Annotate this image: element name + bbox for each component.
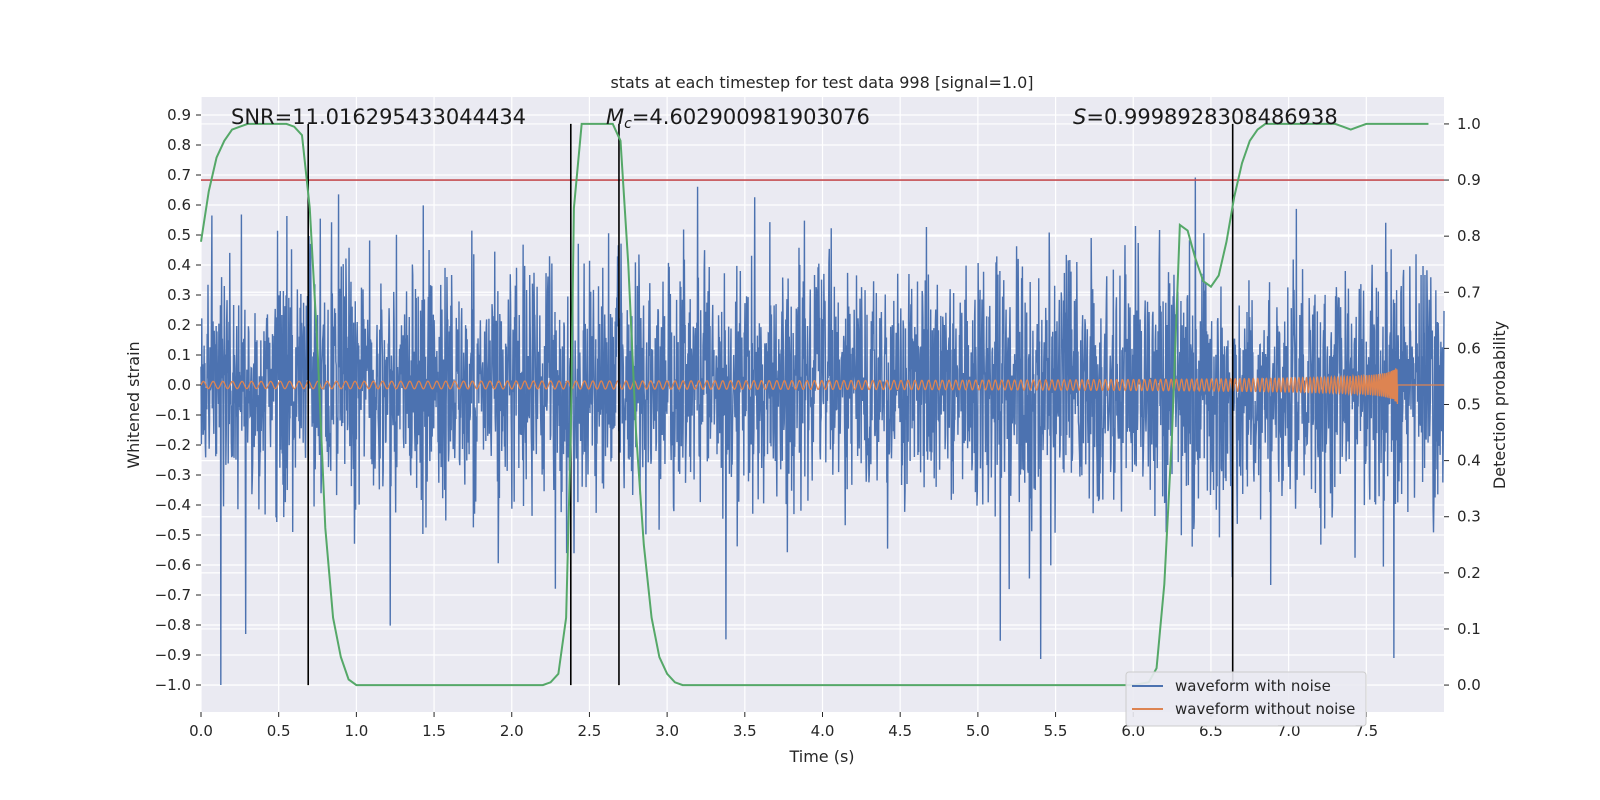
mc-symbol: M xyxy=(606,105,624,129)
y-tick-label-19: −1.0 xyxy=(155,676,191,694)
chart-title: stats at each timestep for test data 998… xyxy=(610,73,1033,92)
s-annotation: S=0.9998928308486938 xyxy=(1073,105,1338,129)
y-tick-label-10: −0.1 xyxy=(155,406,191,424)
y2-tick-label-8: 0.2 xyxy=(1457,564,1481,582)
x-tick-label-6: 3.0 xyxy=(655,722,679,740)
mc-annotation: Mc=4.602900981903076 xyxy=(606,105,870,132)
x-tick-label-2: 1.0 xyxy=(344,722,368,740)
y-tick-label-3: 0.6 xyxy=(167,196,191,214)
y-tick-label-11: −0.2 xyxy=(155,436,191,454)
x-tick-label-0: 0.0 xyxy=(189,722,213,740)
y-tick-label-13: −0.4 xyxy=(155,496,191,514)
s-symbol: S xyxy=(1073,105,1086,129)
x-tick-label-9: 4.5 xyxy=(888,722,912,740)
y2-tick-label-7: 0.3 xyxy=(1457,508,1481,526)
x-tick-label-10: 5.0 xyxy=(966,722,990,740)
y-tick-label-12: −0.3 xyxy=(155,466,191,484)
y2-tick-label-3: 0.7 xyxy=(1457,283,1481,301)
y-tick-label-18: −0.9 xyxy=(155,646,191,664)
y2-tick-label-2: 0.8 xyxy=(1457,227,1481,245)
mc-value: =4.602900981903076 xyxy=(632,105,870,129)
chirp-series-group xyxy=(200,368,1444,405)
y-tick-label-14: −0.5 xyxy=(155,526,191,544)
y2-tick-label-6: 0.4 xyxy=(1457,452,1481,470)
y2-tick-label-0: 1.0 xyxy=(1457,115,1481,133)
x-tick-label-1: 0.5 xyxy=(267,722,291,740)
y-tick-label-2: 0.7 xyxy=(167,166,191,184)
y-axis-label: Whitened strain xyxy=(124,341,143,468)
legend-noise-label: waveform with noise xyxy=(1175,677,1331,695)
y-tick-label-17: −0.8 xyxy=(155,616,191,634)
y2-tick-label-9: 0.1 xyxy=(1457,620,1481,638)
y-tick-label-5: 0.4 xyxy=(167,256,191,274)
y2-axis-label: Detection probability xyxy=(1490,321,1509,489)
axes-text-group: 0.0 0.5 1.0 1.5 2.0 2.5 3.0 3.5 4.0 4.5 5.0 5.5 6.0 6… xyxy=(155,106,1481,740)
y-tick-label-7: 0.2 xyxy=(167,316,191,334)
y-tick-label-9: 0.0 xyxy=(167,376,191,394)
y-tick-label-1: 0.8 xyxy=(167,136,191,154)
x-tick-label-7: 3.5 xyxy=(733,722,757,740)
y2-tick-label-5: 0.5 xyxy=(1457,396,1481,414)
s-value: =0.9998928308486938 xyxy=(1086,105,1337,129)
legend-clean-label: waveform without noise xyxy=(1175,700,1355,718)
y2-tick-label-4: 0.6 xyxy=(1457,339,1481,357)
y-tick-label-4: 0.5 xyxy=(167,226,191,244)
probability-series-group xyxy=(200,122,1429,687)
detection-probability-line xyxy=(200,122,1429,687)
x-tick-label-5: 2.5 xyxy=(578,722,602,740)
x-axis-label: Time (s) xyxy=(788,747,854,766)
x-tick-label-3: 1.5 xyxy=(422,722,446,740)
x-tick-label-4: 2.0 xyxy=(500,722,524,740)
snr-annotation: SNR=11.016295433044434 xyxy=(231,105,526,129)
y-tick-label-8: 0.1 xyxy=(167,346,191,364)
noise-series-group xyxy=(200,177,1445,686)
y2-tick-label-1: 0.9 xyxy=(1457,171,1481,189)
x-tick-label-11: 5.5 xyxy=(1044,722,1068,740)
x-tick-label-8: 4.0 xyxy=(811,722,835,740)
noise-waveform-line xyxy=(200,177,1445,686)
y2-tick-label-10: 0.0 xyxy=(1457,676,1481,694)
y-tick-label-15: −0.6 xyxy=(155,556,191,574)
y-tick-label-0: 0.9 xyxy=(167,106,191,124)
y-tick-label-16: −0.7 xyxy=(155,586,191,604)
mc-subscript: c xyxy=(624,116,632,132)
y-tick-label-6: 0.3 xyxy=(167,286,191,304)
legend: waveform with noise waveform without noi… xyxy=(1125,671,1367,727)
legend-box xyxy=(1125,671,1367,727)
clean-waveform-line xyxy=(200,368,1444,405)
